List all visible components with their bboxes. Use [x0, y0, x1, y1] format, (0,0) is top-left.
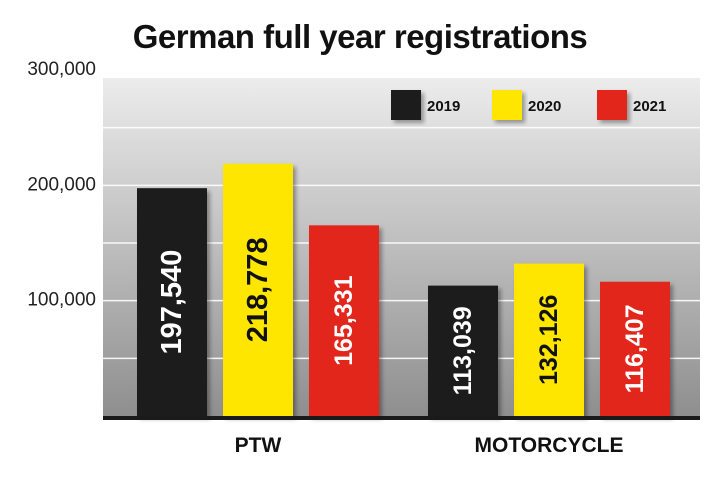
- category-label: PTW: [235, 434, 282, 457]
- bar-value-label: 113,039: [449, 306, 477, 395]
- y-tick-label: 300,000: [27, 59, 96, 80]
- legend-swatch: [597, 90, 627, 120]
- bar-value-label: 218,778: [242, 237, 274, 342]
- bar: [428, 285, 498, 416]
- bar: [223, 163, 293, 416]
- bar-value-label: 116,407: [621, 304, 649, 393]
- y-tick-label: 200,000: [27, 174, 96, 195]
- bar-value-label: 197,540: [156, 250, 188, 355]
- category-label: MOTORCYCLE: [475, 434, 624, 457]
- bar-value-label: 132,126: [535, 295, 563, 385]
- legend-swatch: [492, 90, 522, 120]
- legend-label: 2021: [633, 98, 666, 115]
- legend-label: 2019: [427, 98, 460, 115]
- bar: [600, 281, 670, 416]
- chart-title: German full year registrations: [132, 18, 588, 55]
- legend-label: 2020: [528, 98, 561, 115]
- bar-value-label: 165,331: [330, 275, 358, 365]
- legend-swatch: [391, 90, 421, 120]
- y-tick-label: 100,000: [27, 290, 96, 311]
- bar: [137, 188, 207, 416]
- bar: [309, 225, 379, 416]
- bar: [514, 263, 584, 416]
